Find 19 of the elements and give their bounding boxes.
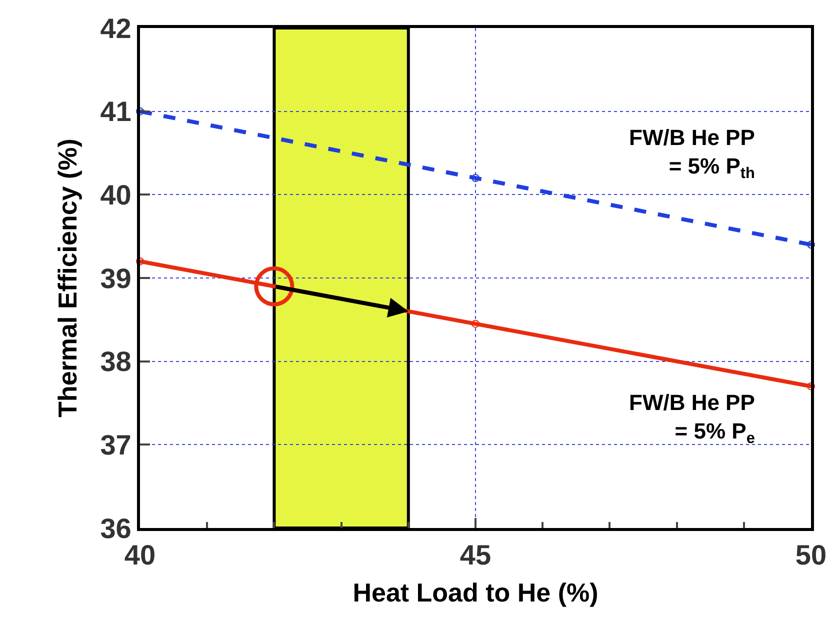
point — [136, 107, 144, 116]
y-tick-label: 41 — [100, 96, 132, 128]
y-tick-label: 39 — [100, 262, 132, 294]
y-tick-label: 37 — [100, 429, 132, 460]
point — [807, 240, 815, 249]
point — [472, 174, 480, 182]
y-tick-label: 40 — [100, 179, 132, 210]
point — [472, 320, 480, 328]
annotation: FW/B He PP = 5% P$_{e}$ — [629, 390, 756, 448]
annotation: FW/B He PP = 5% P$_{th}$ — [629, 125, 755, 182]
y-tick-label: 38 — [100, 346, 132, 378]
x-tick-label: 45 — [460, 540, 492, 571]
x-tick-label: 50 — [795, 540, 827, 571]
point — [254, 266, 294, 306]
x-axis-title: Heat Load to He (%) — [352, 577, 598, 608]
point — [136, 257, 144, 266]
y-tick-label: 42 — [100, 12, 132, 44]
y-axis-title: Thermal Efficiency (%) — [52, 138, 83, 418]
point — [807, 382, 815, 390]
